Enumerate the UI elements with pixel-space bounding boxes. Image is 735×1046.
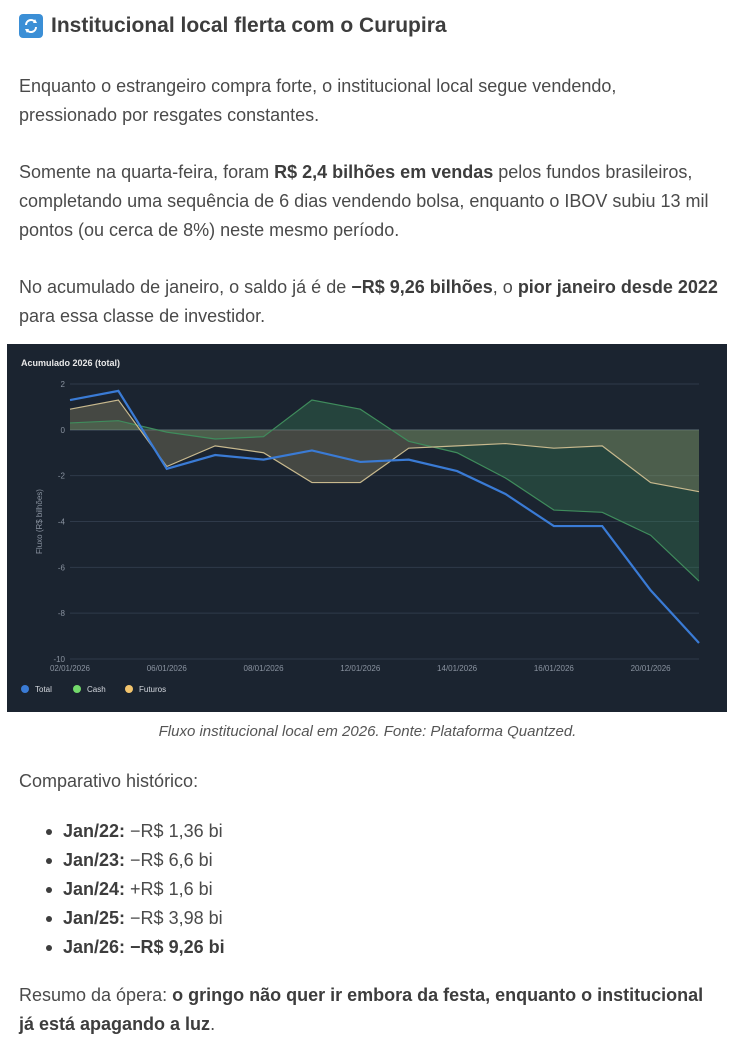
y-tick-label: -6	[58, 563, 66, 572]
comparativo-title: Comparativo histórico:	[19, 771, 199, 791]
x-tick-label: 08/01/2026	[244, 664, 285, 673]
heading-title: Institucional local flerta com o Curupir…	[51, 14, 447, 37]
cash-line	[69, 399, 700, 582]
legend-swatch	[73, 685, 81, 693]
legend-label: Total	[35, 685, 52, 694]
history-item: Jan/25: −R$ 3,98 bi	[46, 904, 225, 933]
paragraph-summary: Resumo da ópera: o gringo não quer ir em…	[19, 985, 704, 1034]
counterclockwise-arrows-icon	[19, 14, 43, 38]
history-item: Jan/22: −R$ 1,36 bi	[46, 817, 225, 846]
x-tick-label: 02/01/2026	[50, 664, 91, 673]
paragraph-vendas: Somente na quarta-feira, foram R$ 2,4 bi…	[19, 162, 709, 240]
paragraph-acumulado: No acumulado de janeiro, o saldo já é de…	[19, 277, 718, 326]
y-axis-label: Fluxo (R$ bilhões)	[35, 489, 44, 554]
x-tick-label: 14/01/2026	[437, 664, 478, 673]
chart-title: Acumulado 2026 (total)	[21, 358, 120, 368]
flow-chart-svg: Acumulado 2026 (total) 2 0 -2 -4 -6 -8 -10 Fluxo…	[21, 358, 700, 694]
legend-label: Cash	[87, 685, 106, 694]
paragraph-intro: Enquanto o estrangeiro compra forte, o i…	[19, 76, 617, 125]
x-tick-label: 20/01/2026	[631, 664, 672, 673]
legend-swatch	[21, 685, 29, 693]
legend-label: Futuros	[139, 685, 166, 694]
x-tick-label: 12/01/2026	[340, 664, 381, 673]
x-tick-label: 16/01/2026	[534, 664, 575, 673]
y-tick-label: -4	[58, 518, 66, 527]
total-line	[69, 389, 700, 644]
flow-chart: Acumulado 2026 (total) 2 0 -2 -4 -6 -8 -10 Fluxo…	[7, 344, 727, 712]
section-heading: Institucional local flerta com o Curupir…	[19, 14, 447, 38]
history-list: Jan/22: −R$ 1,36 bi Jan/23: −R$ 6,6 bi J…	[46, 817, 225, 962]
y-tick-label: 0	[61, 426, 66, 435]
x-tick-label: 06/01/2026	[147, 664, 188, 673]
futuros-line	[69, 399, 700, 493]
history-item: Jan/26: −R$ 9,26 bi	[46, 933, 225, 962]
y-tick-label: -8	[58, 609, 66, 618]
y-tick-label: 2	[61, 380, 66, 389]
y-tick-label: -10	[53, 655, 65, 664]
cash-area	[70, 400, 699, 582]
history-item: Jan/24: +R$ 1,6 bi	[46, 875, 225, 904]
chart-caption: Fluxo institucional local em 2026. Fonte…	[158, 723, 577, 740]
y-tick-label: -2	[58, 472, 66, 481]
legend-swatch	[125, 685, 133, 693]
history-item: Jan/23: −R$ 6,6 bi	[46, 846, 225, 875]
futuros-area	[70, 400, 699, 492]
